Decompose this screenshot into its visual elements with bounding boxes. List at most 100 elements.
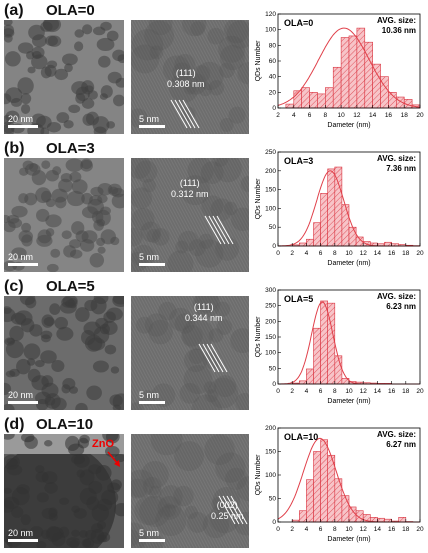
- nanoparticle: [62, 230, 72, 239]
- nanoparticle: [36, 116, 52, 129]
- histogram-bar: [314, 223, 321, 246]
- x-tick-label: 2: [276, 112, 280, 119]
- nanoparticle: [29, 324, 42, 336]
- nanoparticle: [113, 95, 124, 107]
- histogram-bar: [328, 169, 335, 246]
- y-tick-label: 150: [265, 187, 276, 194]
- y-tick-label: 250: [265, 303, 276, 310]
- x-tick-label: 18: [402, 388, 410, 395]
- avg-size-label: AVG. size:: [377, 430, 416, 439]
- nanoparticle: [24, 193, 37, 206]
- nanoparticle: [16, 359, 31, 374]
- tem-image-low-mag: 20 nm: [4, 20, 124, 134]
- x-tick-label: 12: [360, 526, 368, 533]
- nanoparticle: [15, 310, 33, 325]
- y-tick-label: 200: [265, 318, 276, 325]
- panel-label: (c): [4, 278, 24, 296]
- nanoparticle: [98, 247, 106, 254]
- nanoparticle: [78, 438, 89, 449]
- nanoparticle: [6, 370, 16, 377]
- histogram-bar: [306, 480, 313, 522]
- nanoparticle: [63, 120, 73, 128]
- nanoparticle: [90, 253, 104, 268]
- nanoparticle: [82, 230, 98, 243]
- nanoparticle: [111, 366, 119, 373]
- nanoparticle: [66, 158, 84, 171]
- histogram-bar: [321, 301, 328, 384]
- nanoparticle: [89, 195, 102, 206]
- nanoparticle: [101, 229, 116, 244]
- scale-bar: [8, 539, 38, 542]
- x-tick-label: 18: [401, 112, 409, 119]
- x-axis-label: Dameter (nm): [327, 260, 370, 267]
- scale-bar-label: 20 nm: [8, 114, 33, 124]
- nanoparticle: [97, 521, 106, 530]
- histogram-bar: [342, 205, 349, 246]
- y-tick-label: 300: [265, 287, 276, 294]
- nanoparticle: [100, 22, 112, 31]
- histogram-bar: [302, 88, 310, 108]
- nanoparticle: [90, 187, 103, 197]
- nanoparticle: [41, 160, 50, 169]
- histogram-bar: [349, 227, 356, 246]
- y-tick-label: 50: [269, 224, 277, 231]
- x-tick-label: 8: [324, 112, 328, 119]
- contrast-patch: [131, 45, 159, 74]
- lattice-plane: (111): [171, 178, 209, 189]
- nanoparticle: [23, 161, 34, 170]
- histogram-bar: [333, 67, 341, 108]
- y-tick-label: 60: [269, 58, 277, 65]
- nanoparticle: [46, 198, 55, 207]
- histogram-bar: [299, 381, 306, 384]
- chart-title: OLA=0: [284, 18, 313, 28]
- histogram-bar: [286, 104, 294, 108]
- contrast-patch: [167, 250, 193, 272]
- nanoparticle: [41, 314, 53, 327]
- nanoparticle: [98, 56, 110, 68]
- contrast-patch: [189, 239, 206, 256]
- scale-bar-label: 5 nm: [139, 252, 159, 262]
- nanoparticle: [48, 36, 62, 47]
- avg-size-label: AVG. size:: [377, 154, 416, 163]
- histogram-bar: [314, 328, 321, 384]
- nanoparticle: [44, 440, 52, 446]
- x-tick-label: 6: [319, 388, 323, 395]
- histogram-bar: [399, 517, 406, 522]
- histogram-bar: [299, 511, 306, 522]
- nanoparticle: [35, 465, 44, 473]
- histogram-bar: [299, 243, 306, 246]
- nanoparticle: [97, 219, 106, 227]
- contrast-patch: [180, 383, 201, 404]
- contrast-patch: [149, 486, 162, 499]
- nanoparticle: [21, 104, 30, 114]
- x-tick-label: 0: [276, 250, 280, 257]
- x-tick-label: 4: [305, 250, 309, 257]
- nanoparticle: [61, 173, 72, 182]
- nanoparticle: [98, 532, 110, 542]
- x-tick-label: 10: [345, 388, 353, 395]
- nanoparticle: [71, 530, 79, 537]
- histogram-bar: [349, 507, 356, 522]
- x-tick-label: 16: [385, 112, 393, 119]
- annotation-label: ZnO: [92, 438, 114, 450]
- lattice-plane: (002): [211, 500, 244, 511]
- contrast-patch: [187, 512, 208, 533]
- nanoparticle: [45, 214, 61, 227]
- nanoparticle: [106, 308, 123, 321]
- histogram-bar: [349, 36, 357, 108]
- scale-bar: [139, 263, 165, 266]
- contrast-patch: [229, 107, 246, 124]
- lattice-spacing: 0.344 nm: [185, 313, 223, 324]
- y-tick-label: 0: [272, 243, 276, 250]
- nanoparticle: [51, 360, 64, 372]
- nanoparticle: [65, 299, 76, 308]
- nanoparticle: [59, 498, 69, 505]
- gaussian-fit-curve: [278, 302, 420, 384]
